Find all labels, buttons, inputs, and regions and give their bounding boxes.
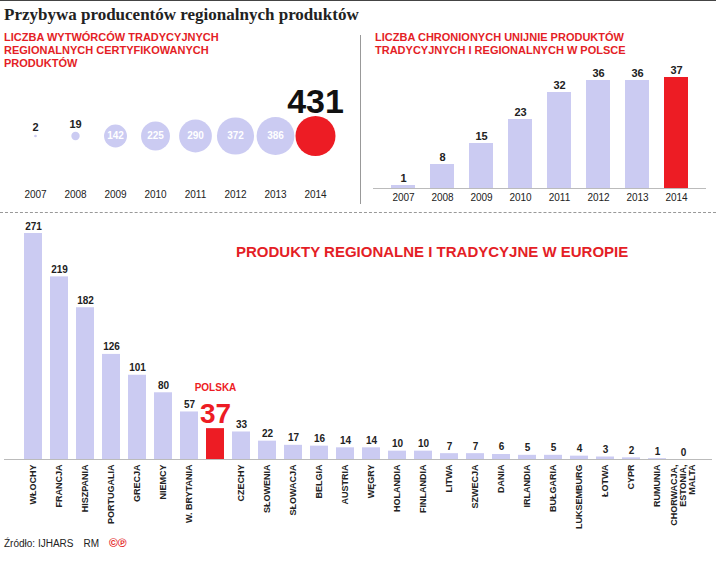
svg-text:ŁOTWA: ŁOTWA (600, 464, 610, 497)
svg-text:14: 14 (366, 435, 378, 446)
svg-text:2011: 2011 (549, 192, 571, 203)
svg-text:142: 142 (107, 130, 124, 141)
html-text:LICZBA CHRONIONYCH UNIJNIE PRO: LICZBA CHRONIONYCH UNIJNIE PRODUKTÓW TRA… (375, 31, 626, 56)
svg-text:2007: 2007 (392, 192, 415, 203)
svg-text:225: 225 (147, 130, 164, 141)
svg-text:36: 36 (592, 67, 604, 79)
svg-text:5: 5 (551, 442, 557, 453)
svg-text:LUKSEMBURG: LUKSEMBURG (574, 465, 584, 530)
svg-text:33: 33 (236, 419, 248, 430)
svg-text:2: 2 (629, 445, 635, 456)
html-text:PRODUKTY REGIONALNE I TRADYCYJ: PRODUKTY REGIONALNE I TRADYCYJNE W EUROP… (236, 243, 629, 260)
svg-text:386: 386 (267, 130, 284, 141)
svg-text:CHORWACJA,ESTONIA,MALTA: CHORWACJA,ESTONIA,MALTA (669, 464, 697, 526)
svg-text:DANIA: DANIA (496, 464, 506, 493)
svg-text:37: 37 (670, 64, 682, 76)
svg-text:10: 10 (392, 438, 404, 449)
svg-text:2013: 2013 (264, 189, 287, 200)
svg-text:2010: 2010 (509, 192, 532, 203)
svg-text:182: 182 (77, 295, 94, 306)
svg-text:SŁOWACJA: SŁOWACJA (288, 464, 298, 516)
svg-text:271: 271 (25, 221, 42, 232)
svg-text:15: 15 (475, 130, 487, 142)
svg-text:HISZPANIA: HISZPANIA (80, 464, 90, 512)
svg-text:14: 14 (340, 435, 352, 446)
svg-text:32: 32 (553, 79, 565, 91)
svg-text:219: 219 (51, 264, 68, 275)
svg-text:FINLANDIA: FINLANDIA (418, 464, 428, 513)
svg-text:126: 126 (103, 341, 120, 352)
svg-text:2012: 2012 (224, 189, 247, 200)
svg-text:16: 16 (314, 433, 326, 444)
svg-text:BUŁGARIA: BUŁGARIA (548, 464, 558, 512)
svg-text:2009: 2009 (104, 189, 127, 200)
svg-text:2014: 2014 (665, 192, 688, 203)
svg-text:NIEMCY: NIEMCY (158, 465, 168, 500)
svg-text:BELGIA: BELGIA (314, 464, 324, 499)
svg-text:37: 37 (200, 398, 231, 429)
svg-text:2011: 2011 (185, 189, 207, 200)
svg-text:RUMUNIA: RUMUNIA (652, 464, 662, 507)
svg-text:10: 10 (418, 438, 430, 449)
svg-text:2009: 2009 (470, 192, 493, 203)
svg-text:372: 372 (227, 130, 244, 141)
svg-text:6: 6 (499, 441, 505, 452)
svg-text:290: 290 (187, 130, 204, 141)
svg-text:4: 4 (577, 443, 583, 454)
svg-text:IRLANDIA: IRLANDIA (522, 464, 532, 507)
svg-text:101: 101 (129, 362, 146, 373)
svg-text:GRECJA: GRECJA (132, 464, 142, 502)
svg-text:5: 5 (525, 442, 531, 453)
svg-text:PORTUGALIA: PORTUGALIA (106, 464, 116, 524)
svg-text:POLSKA: POLSKA (195, 382, 237, 393)
svg-text:2008: 2008 (431, 192, 454, 203)
svg-text:2013: 2013 (626, 192, 649, 203)
svg-text:2012: 2012 (587, 192, 610, 203)
svg-text:1: 1 (655, 446, 661, 457)
svg-text:1: 1 (400, 172, 406, 184)
svg-text:17: 17 (288, 432, 300, 443)
svg-text:SŁOWENIA: SŁOWENIA (262, 464, 272, 513)
svg-text:3: 3 (603, 444, 609, 455)
html-text:Źródło: IJHARS: Źródło: IJHARS (4, 537, 74, 549)
svg-text:WĘGRY: WĘGRY (366, 465, 376, 499)
svg-text:36: 36 (631, 67, 643, 79)
svg-text:19: 19 (69, 118, 81, 130)
svg-text:22: 22 (262, 428, 274, 439)
svg-text:2007: 2007 (24, 189, 47, 200)
svg-text:23: 23 (514, 106, 526, 118)
svg-text:57: 57 (184, 399, 196, 410)
svg-text:2: 2 (32, 121, 38, 133)
svg-text:CZECHY: CZECHY (236, 465, 246, 502)
svg-text:HOLANDIA: HOLANDIA (392, 464, 402, 512)
svg-text:7: 7 (473, 441, 479, 452)
svg-text:2008: 2008 (64, 189, 87, 200)
svg-text:WŁOCHY: WŁOCHY (28, 465, 38, 505)
svg-text:CYPR: CYPR (626, 464, 636, 490)
html-text:RM: RM (83, 537, 99, 549)
svg-text:2014: 2014 (304, 189, 327, 200)
svg-text:431: 431 (287, 82, 344, 120)
svg-text:W. BRYTANIA: W. BRYTANIA (184, 464, 194, 523)
svg-text:8: 8 (439, 151, 445, 163)
svg-text:FRANCJA: FRANCJA (54, 464, 64, 508)
svg-text:7: 7 (447, 441, 453, 452)
html-text:LICZBA WYTWÓRCÓW TRADYCYJNYCH: LICZBA WYTWÓRCÓW TRADYCYJNYCH REGIONALNY… (4, 31, 219, 69)
svg-text:SZWECJA: SZWECJA (470, 464, 480, 509)
svg-text:LITWA: LITWA (444, 464, 454, 492)
svg-text:AUSTRIA: AUSTRIA (340, 464, 350, 504)
html-text:Przybywa producentów regionaln: Przybywa producentów regionalnych produk… (4, 5, 359, 24)
svg-text:2010: 2010 (144, 189, 167, 200)
svg-text:80: 80 (158, 380, 170, 391)
svg-text:0: 0 (681, 447, 687, 458)
